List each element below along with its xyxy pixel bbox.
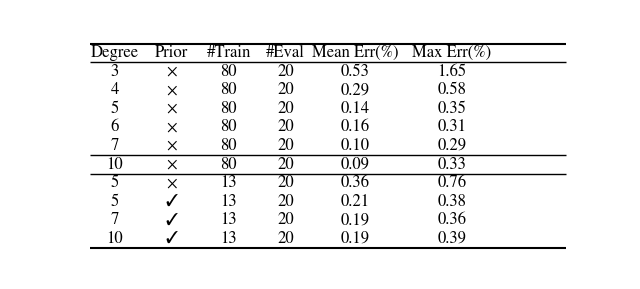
Text: 20: 20 — [278, 82, 294, 98]
Text: 0.29: 0.29 — [438, 138, 467, 154]
Text: 5: 5 — [111, 194, 119, 210]
Text: ✓: ✓ — [166, 194, 178, 210]
Text: Max Err(%): Max Err(%) — [412, 45, 492, 61]
Text: 5: 5 — [111, 101, 119, 117]
Text: 0.53: 0.53 — [341, 64, 370, 79]
Text: #Train: #Train — [207, 45, 251, 61]
Text: 5: 5 — [111, 175, 119, 191]
Text: 0.31: 0.31 — [438, 119, 467, 135]
Text: 0.36: 0.36 — [438, 212, 467, 228]
Text: ×: × — [166, 175, 177, 191]
Text: Degree: Degree — [91, 45, 139, 61]
Text: 13: 13 — [221, 175, 237, 191]
Text: #Eval: #Eval — [266, 45, 305, 61]
Text: ×: × — [166, 119, 177, 135]
Text: 0.21: 0.21 — [340, 194, 370, 210]
Text: 20: 20 — [278, 119, 294, 135]
Text: 10: 10 — [106, 231, 123, 247]
Text: 20: 20 — [278, 157, 294, 173]
Text: 0.58: 0.58 — [438, 82, 467, 98]
Text: Prior: Prior — [155, 45, 188, 61]
Text: 0.36: 0.36 — [340, 175, 370, 191]
Text: ✓: ✓ — [166, 212, 178, 228]
Text: 0.35: 0.35 — [438, 101, 467, 117]
Text: 80: 80 — [221, 101, 237, 117]
Text: ×: × — [166, 64, 177, 79]
Text: 0.09: 0.09 — [341, 157, 370, 173]
Text: 20: 20 — [278, 101, 294, 117]
Text: 0.39: 0.39 — [438, 231, 467, 247]
Text: 13: 13 — [221, 194, 237, 210]
Text: 4: 4 — [111, 82, 119, 98]
Text: 3: 3 — [111, 64, 119, 79]
Text: 0.10: 0.10 — [340, 138, 370, 154]
Text: 7: 7 — [111, 212, 119, 228]
Text: 20: 20 — [278, 231, 294, 247]
Text: 13: 13 — [221, 212, 237, 228]
Text: ✓: ✓ — [166, 231, 178, 247]
Text: 80: 80 — [221, 82, 237, 98]
Text: 0.14: 0.14 — [340, 101, 370, 117]
Text: ×: × — [166, 101, 177, 117]
Text: 20: 20 — [278, 64, 294, 79]
Text: 13: 13 — [221, 231, 237, 247]
Text: 80: 80 — [221, 138, 237, 154]
Text: ×: × — [166, 138, 177, 154]
Text: 0.16: 0.16 — [340, 119, 370, 135]
Text: 0.19: 0.19 — [340, 231, 370, 247]
Text: 20: 20 — [278, 138, 294, 154]
Text: 10: 10 — [106, 157, 123, 173]
Text: 0.38: 0.38 — [438, 194, 467, 210]
Text: 1.65: 1.65 — [437, 64, 467, 79]
Text: 80: 80 — [221, 64, 237, 79]
Text: 6: 6 — [111, 119, 119, 135]
Text: 20: 20 — [278, 194, 294, 210]
Text: 0.19: 0.19 — [340, 212, 370, 228]
Text: 0.76: 0.76 — [437, 175, 467, 191]
Text: 7: 7 — [111, 138, 119, 154]
Text: 80: 80 — [221, 157, 237, 173]
Text: 0.33: 0.33 — [438, 157, 467, 173]
Text: ×: × — [166, 157, 177, 173]
Text: 80: 80 — [221, 119, 237, 135]
Text: 20: 20 — [278, 175, 294, 191]
Text: 20: 20 — [278, 212, 294, 228]
Text: ×: × — [166, 82, 177, 98]
Text: 0.29: 0.29 — [340, 82, 370, 98]
Text: Mean Err(%): Mean Err(%) — [312, 45, 399, 61]
